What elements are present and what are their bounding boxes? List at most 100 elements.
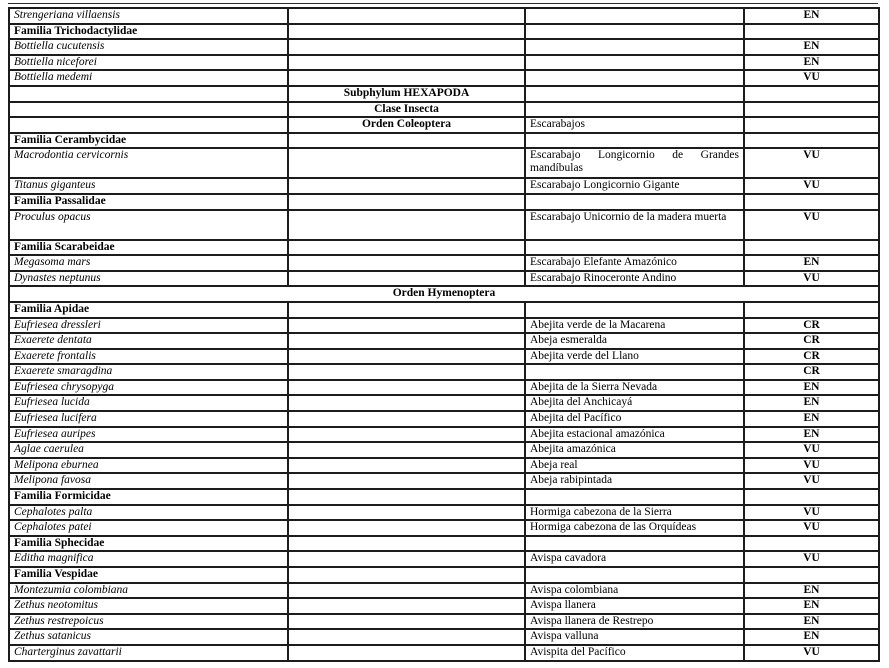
- spacer-cell: [287, 22, 526, 41]
- table-row: Charterginus zavattarii Avispita del Pací…: [8, 643, 880, 662]
- table-row: Zethus neotomitus Avispa llanera EN: [8, 597, 880, 615]
- spacer-cell: [287, 38, 526, 56]
- scientific-name-cell: Editha magnifica: [8, 550, 289, 568]
- status-cell: VU: [743, 456, 880, 475]
- spacer-cell: [287, 131, 526, 150]
- common-name-cell: Avispita del Pacífico: [524, 643, 745, 662]
- status-cell: EN: [743, 597, 880, 615]
- status-cell: VU: [743, 472, 880, 491]
- common-name-cell: Escarabajo Longicornio Gigante: [524, 177, 745, 195]
- common-name-cell: Abeja real: [524, 456, 745, 475]
- common-name-cell: [524, 131, 745, 150]
- common-name-cell: Hormiga cabezona de las Orquídeas: [524, 519, 745, 537]
- table-row: Cephalotes palta Hormiga cabezona de la S…: [8, 503, 880, 522]
- table-row: Aglae caerulea Abejita amazónica VU: [8, 441, 880, 459]
- scientific-name-cell: Exaerete dentata: [8, 332, 289, 350]
- status-cell: EN: [743, 628, 880, 646]
- spacer-cell: [287, 643, 526, 662]
- taxon-rank-cell: Subphylum HEXAPODA: [287, 84, 526, 103]
- status-cell: CR: [743, 347, 880, 366]
- familia-name-cell: Familia Passalidae: [8, 192, 289, 211]
- scientific-name-cell: Eufriesea auripes: [8, 425, 289, 444]
- common-name-cell: [524, 534, 745, 553]
- status-cell: EN: [743, 53, 880, 72]
- common-name-cell: Avispa llanera de Restrepo: [524, 612, 745, 631]
- status-cell: VU: [743, 177, 880, 195]
- familia-name-cell: Familia Sphecidae: [8, 534, 289, 553]
- table-row: Megasoma mars Escarabajo Elefante Amazóni…: [8, 254, 880, 272]
- table-row: Familia Formicidae: [8, 488, 880, 506]
- scientific-name-cell: Strengeriana villaensis: [8, 7, 289, 25]
- spacer-cell: [287, 238, 526, 257]
- status-cell: VU: [743, 503, 880, 522]
- table-row: Familia Trichodactylidae: [8, 22, 880, 41]
- scientific-name-cell: Eufriesea chrysopyga: [8, 378, 289, 397]
- status-cell: CR: [743, 363, 880, 381]
- common-name-cell: Abejita amazónica: [524, 441, 745, 459]
- table-row: Exaerete frontalis Abejita verde del Llan…: [8, 347, 880, 366]
- common-name-cell: Escarabajo Elefante Amazónico: [524, 254, 745, 272]
- status-cell: [743, 488, 880, 506]
- table-row: Exaerete dentata Abeja esmeralda CR: [8, 332, 880, 350]
- status-cell: [743, 131, 880, 150]
- scientific-name-cell: Proculus opacus: [8, 208, 289, 241]
- scientific-name-cell: Bottiella niceforei: [8, 53, 289, 72]
- table-row: Eufriesea dressleri Abejita verde de la M…: [8, 316, 880, 335]
- status-cell: EN: [743, 7, 880, 25]
- common-name-cell: Avispa cavadora: [524, 550, 745, 568]
- familia-name-cell: Familia Apidae: [8, 300, 289, 319]
- spacer-cell: [287, 534, 526, 553]
- status-cell: EN: [743, 410, 880, 428]
- scientific-name-cell: Exaerete frontalis: [8, 347, 289, 366]
- spacer-cell: [287, 410, 526, 428]
- common-name-cell: Abejita estacional amazónica: [524, 425, 745, 444]
- common-name-cell: [524, 300, 745, 319]
- status-cell: CR: [743, 316, 880, 335]
- spacer-cell: [287, 597, 526, 615]
- status-cell: EN: [743, 38, 880, 56]
- common-name-cell: [524, 38, 745, 56]
- common-name-cell: [524, 488, 745, 506]
- scientific-name-cell: Megasoma mars: [8, 254, 289, 272]
- common-name-cell: [524, 363, 745, 381]
- table-row: Subphylum HEXAPODA: [8, 84, 880, 103]
- scientific-name-cell: Eufriesea lucifera: [8, 410, 289, 428]
- scientific-name-cell: Titanus giganteus: [8, 177, 289, 195]
- spacer-cell: [287, 612, 526, 631]
- table-row: Dynastes neptunus Escarabajo Rinoceronte …: [8, 269, 880, 288]
- status-cell: [743, 192, 880, 211]
- familia-name-cell: Familia Trichodactylidae: [8, 22, 289, 41]
- common-name-cell: [524, 100, 745, 119]
- table-row: Macrodontia cervicornis Escarabajo Longic…: [8, 147, 880, 180]
- common-name-cell: Abejita verde del Llano: [524, 347, 745, 366]
- common-name-cell: Avispa valluna: [524, 628, 745, 646]
- status-cell: VU: [743, 69, 880, 87]
- status-cell: [743, 22, 880, 41]
- spacer-cell: [287, 192, 526, 211]
- common-name-cell: Abeja esmeralda: [524, 332, 745, 350]
- common-name-cell: Hormiga cabezona de la Sierra: [524, 503, 745, 522]
- table-row: Familia Cerambycidae: [8, 131, 880, 150]
- scientific-name-cell: Zethus satanicus: [8, 628, 289, 646]
- table-row: Orden Coleoptera Escarabajos: [8, 116, 880, 134]
- spacer-cell: [287, 394, 526, 413]
- common-name-cell: Escarabajo Unicornio de la madera muerta: [524, 208, 745, 241]
- scientific-name-cell: Dynastes neptunus: [8, 269, 289, 288]
- scientific-name-cell: Charterginus zavattarii: [8, 643, 289, 662]
- common-name-cell: Abejita de la Sierra Nevada: [524, 378, 745, 397]
- table-row: Bottiella medemi VU: [8, 69, 880, 87]
- status-cell: EN: [743, 378, 880, 397]
- scientific-name-cell: [8, 100, 289, 119]
- common-name-cell: Escarabajos: [524, 116, 745, 134]
- spacer-cell: [287, 503, 526, 522]
- status-cell: [743, 100, 880, 119]
- table-row: Cephalotes patei Hormiga cabezona de las …: [8, 519, 880, 537]
- status-cell: EN: [743, 254, 880, 272]
- status-cell: EN: [743, 394, 880, 413]
- status-cell: [743, 300, 880, 319]
- taxon-rank-cell: Orden Hymenoptera: [8, 285, 880, 303]
- table-row: Familia Scarabeidae: [8, 238, 880, 257]
- common-name-cell: Abejita del Pacífico: [524, 410, 745, 428]
- spacer-cell: [287, 332, 526, 350]
